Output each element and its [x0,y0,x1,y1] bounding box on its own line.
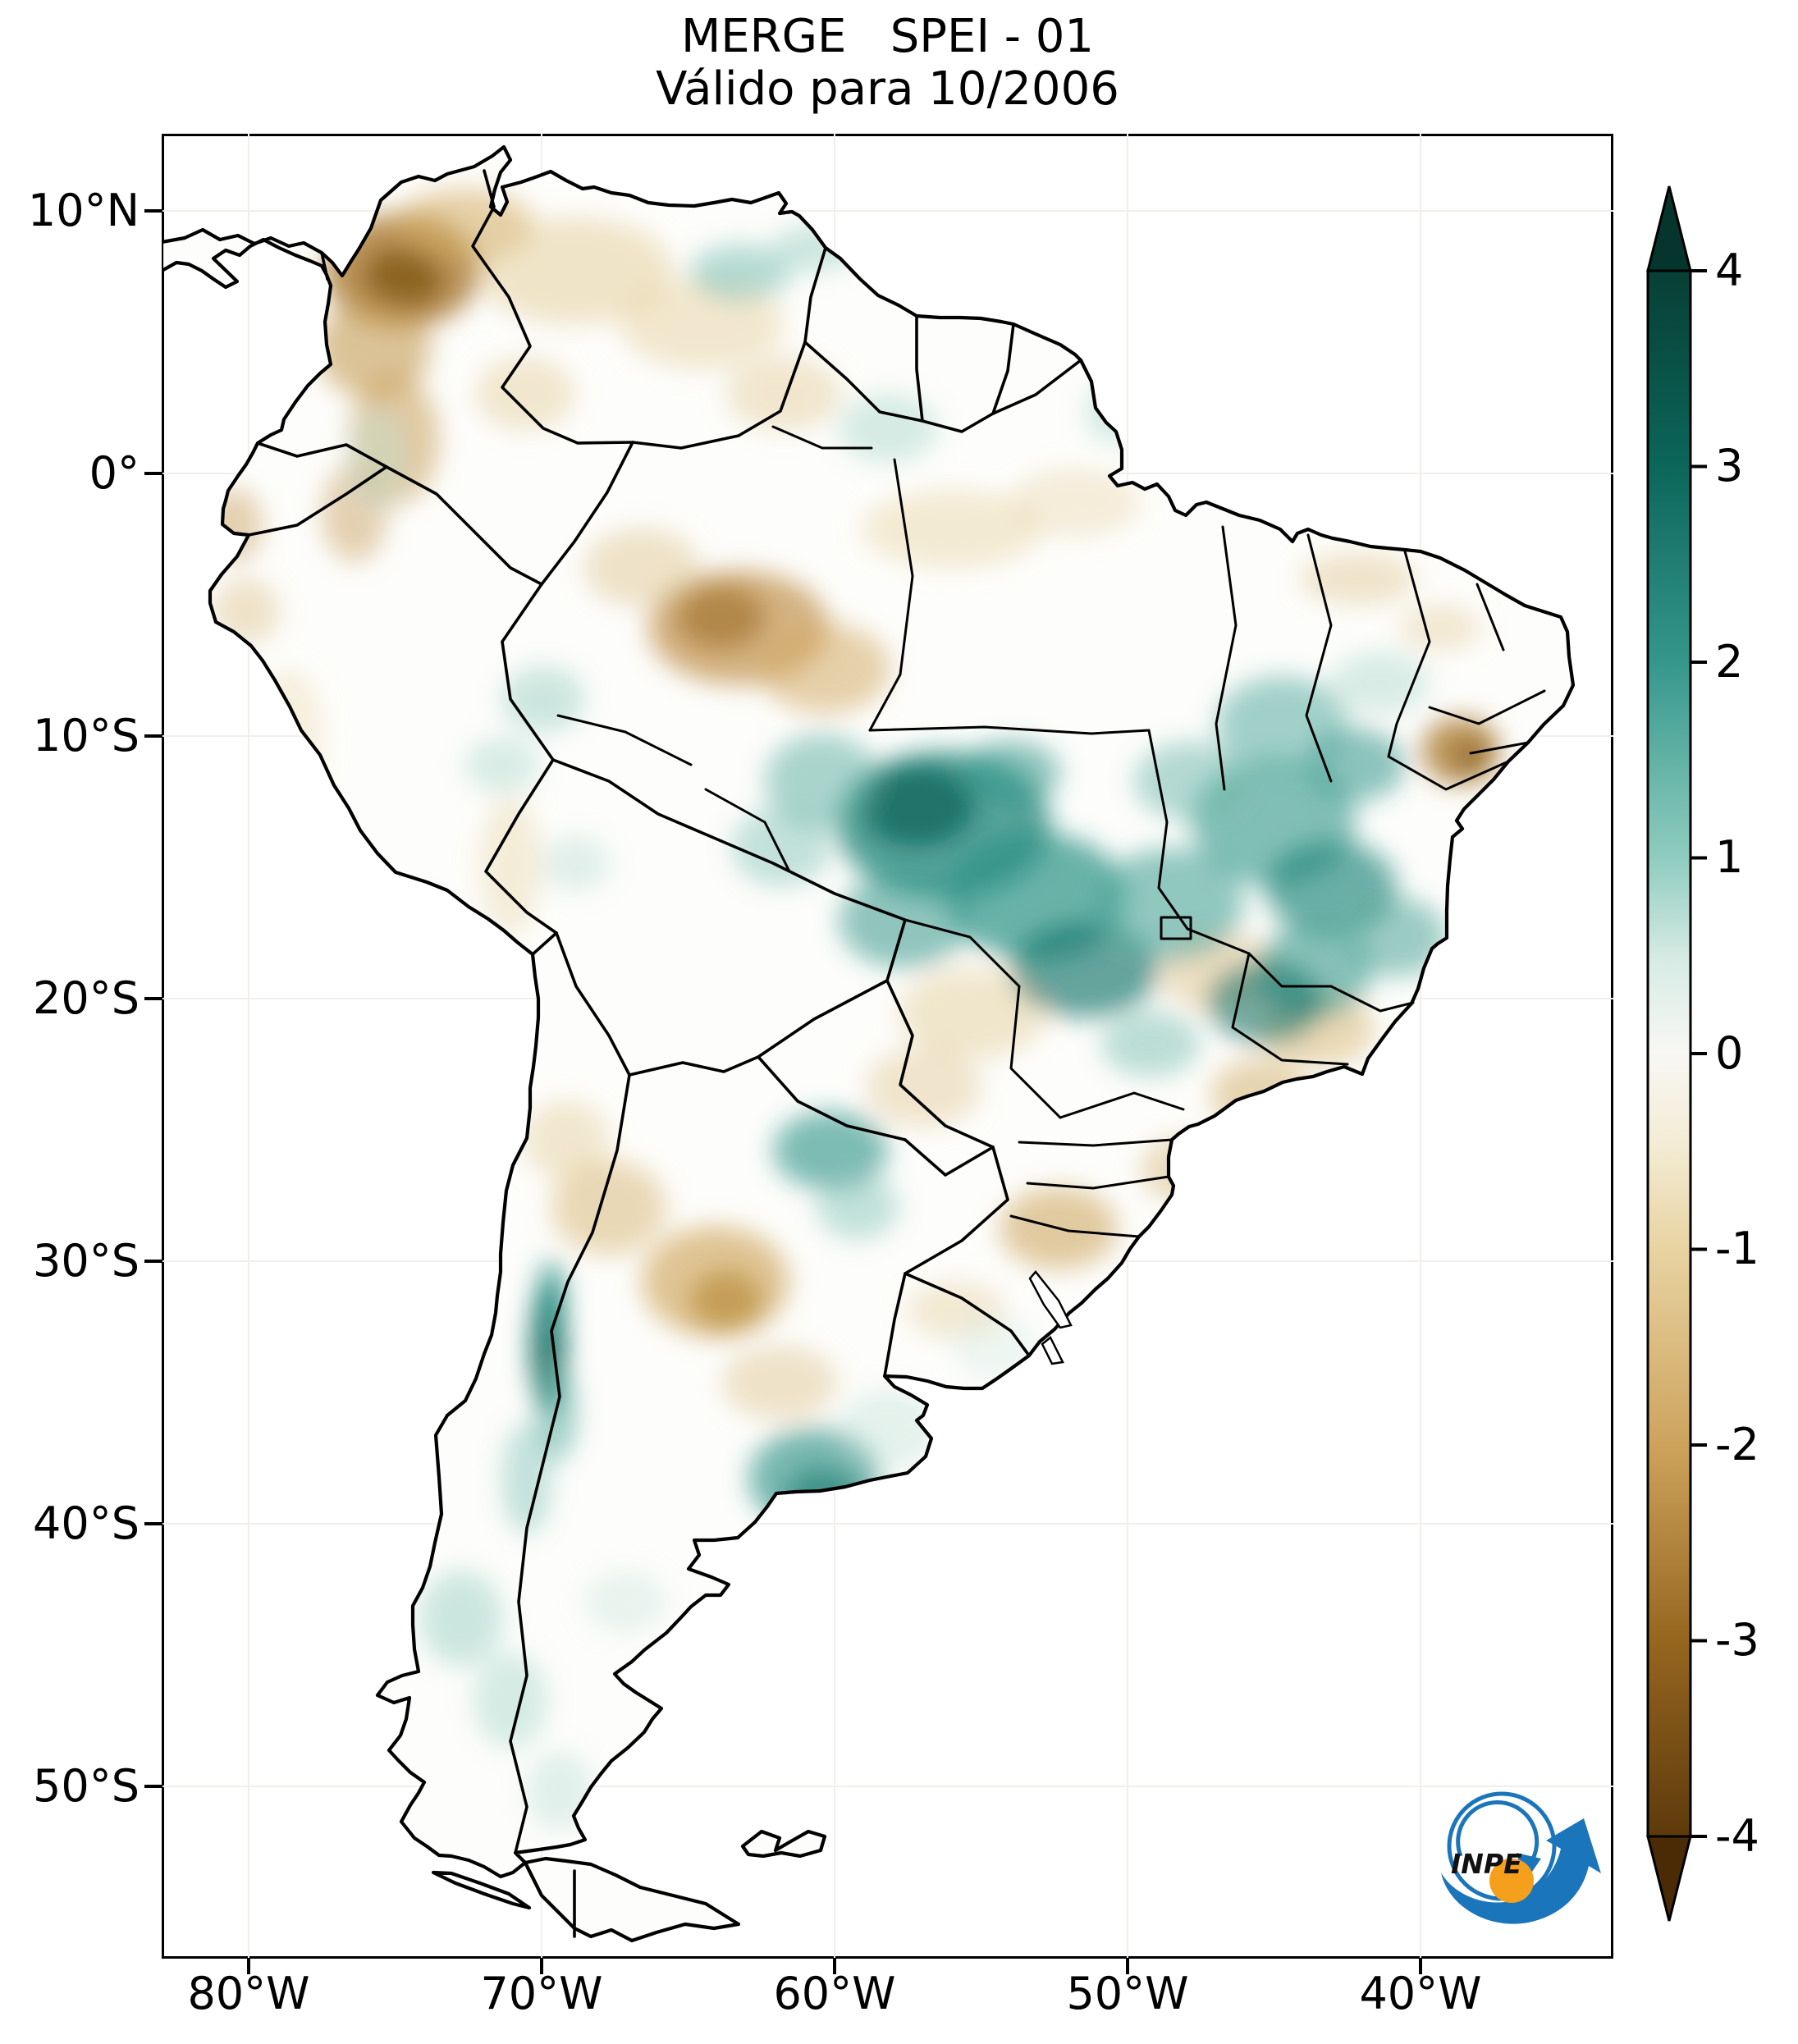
lon-tick-mark [540,1958,543,1974]
state-borders [556,425,1546,1238]
lat-tick-mark [144,1785,162,1788]
inpe-swoosh-arrow [1441,1818,1601,1924]
colorbar-label-m4: -4 [1715,1810,1759,1862]
inpe-orange-sphere [1489,1859,1534,1903]
colorbar-label-0: 0 [1715,1027,1744,1079]
inpe-logo: INPE [1441,1791,1601,1924]
lon-tick-mark [833,1958,836,1974]
lat-tick-label-20s: 20°S [33,972,140,1024]
colorbar-tick-marks [1690,269,1707,1838]
colorbar-label-4: 4 [1715,245,1744,296]
lat-tick-label-0: 0° [89,447,140,499]
inpe-inner-orbit-arc [1456,1800,1540,1866]
lon-tick-label-60w: 60°W [773,1968,896,2019]
colorbar-under-arrow [1646,1835,1692,1922]
coastal-lagoons [1028,1270,1073,1365]
lon-tick-label-70w: 70°W [480,1968,603,2019]
colorbar-label-3: 3 [1715,440,1744,492]
colorbar-label-m1: -1 [1715,1223,1759,1274]
lat-tick-label-40s: 40°S [33,1498,140,1549]
lat-tick-mark [144,472,162,475]
lat-tick-mark [144,1260,162,1263]
colorbar-label-1: 1 [1715,831,1744,883]
lon-tick-label-40w: 40°W [1359,1968,1482,2019]
figure-subtitle: Válido para 10/2006 [656,62,1119,116]
lat-tick-mark [144,1522,162,1525]
lat-tick-label-50s: 50°S [33,1760,140,1812]
lat-tick-mark [144,209,162,213]
lat-tick-label-10s: 10°S [33,710,140,761]
colorbar-label-2: 2 [1715,636,1744,688]
lat-tick-label-30s: 30°S [33,1235,140,1287]
lat-tick-mark [144,734,162,738]
colorbar [1646,185,1707,1922]
lon-tick-mark [1419,1958,1422,1974]
colorbar-label-m3: -3 [1715,1614,1759,1666]
lat-tick-mark [144,997,162,1000]
lon-tick-mark [247,1958,250,1974]
colorbar-over-arrow [1646,185,1692,272]
lat-tick-label-10n: 10°N [27,185,140,236]
figure-title: MERGE SPEI - 01 [680,10,1095,63]
map-canvas [162,134,1613,1959]
colorbar-label-m2: -2 [1715,1419,1759,1470]
lon-tick-mark [1126,1958,1129,1974]
inpe-logo-text: INPE [1451,1848,1522,1880]
lon-tick-label-80w: 80°W [187,1968,310,2019]
lon-tick-label-50w: 50°W [1066,1968,1189,2019]
colorbar-bar [1646,269,1692,1838]
